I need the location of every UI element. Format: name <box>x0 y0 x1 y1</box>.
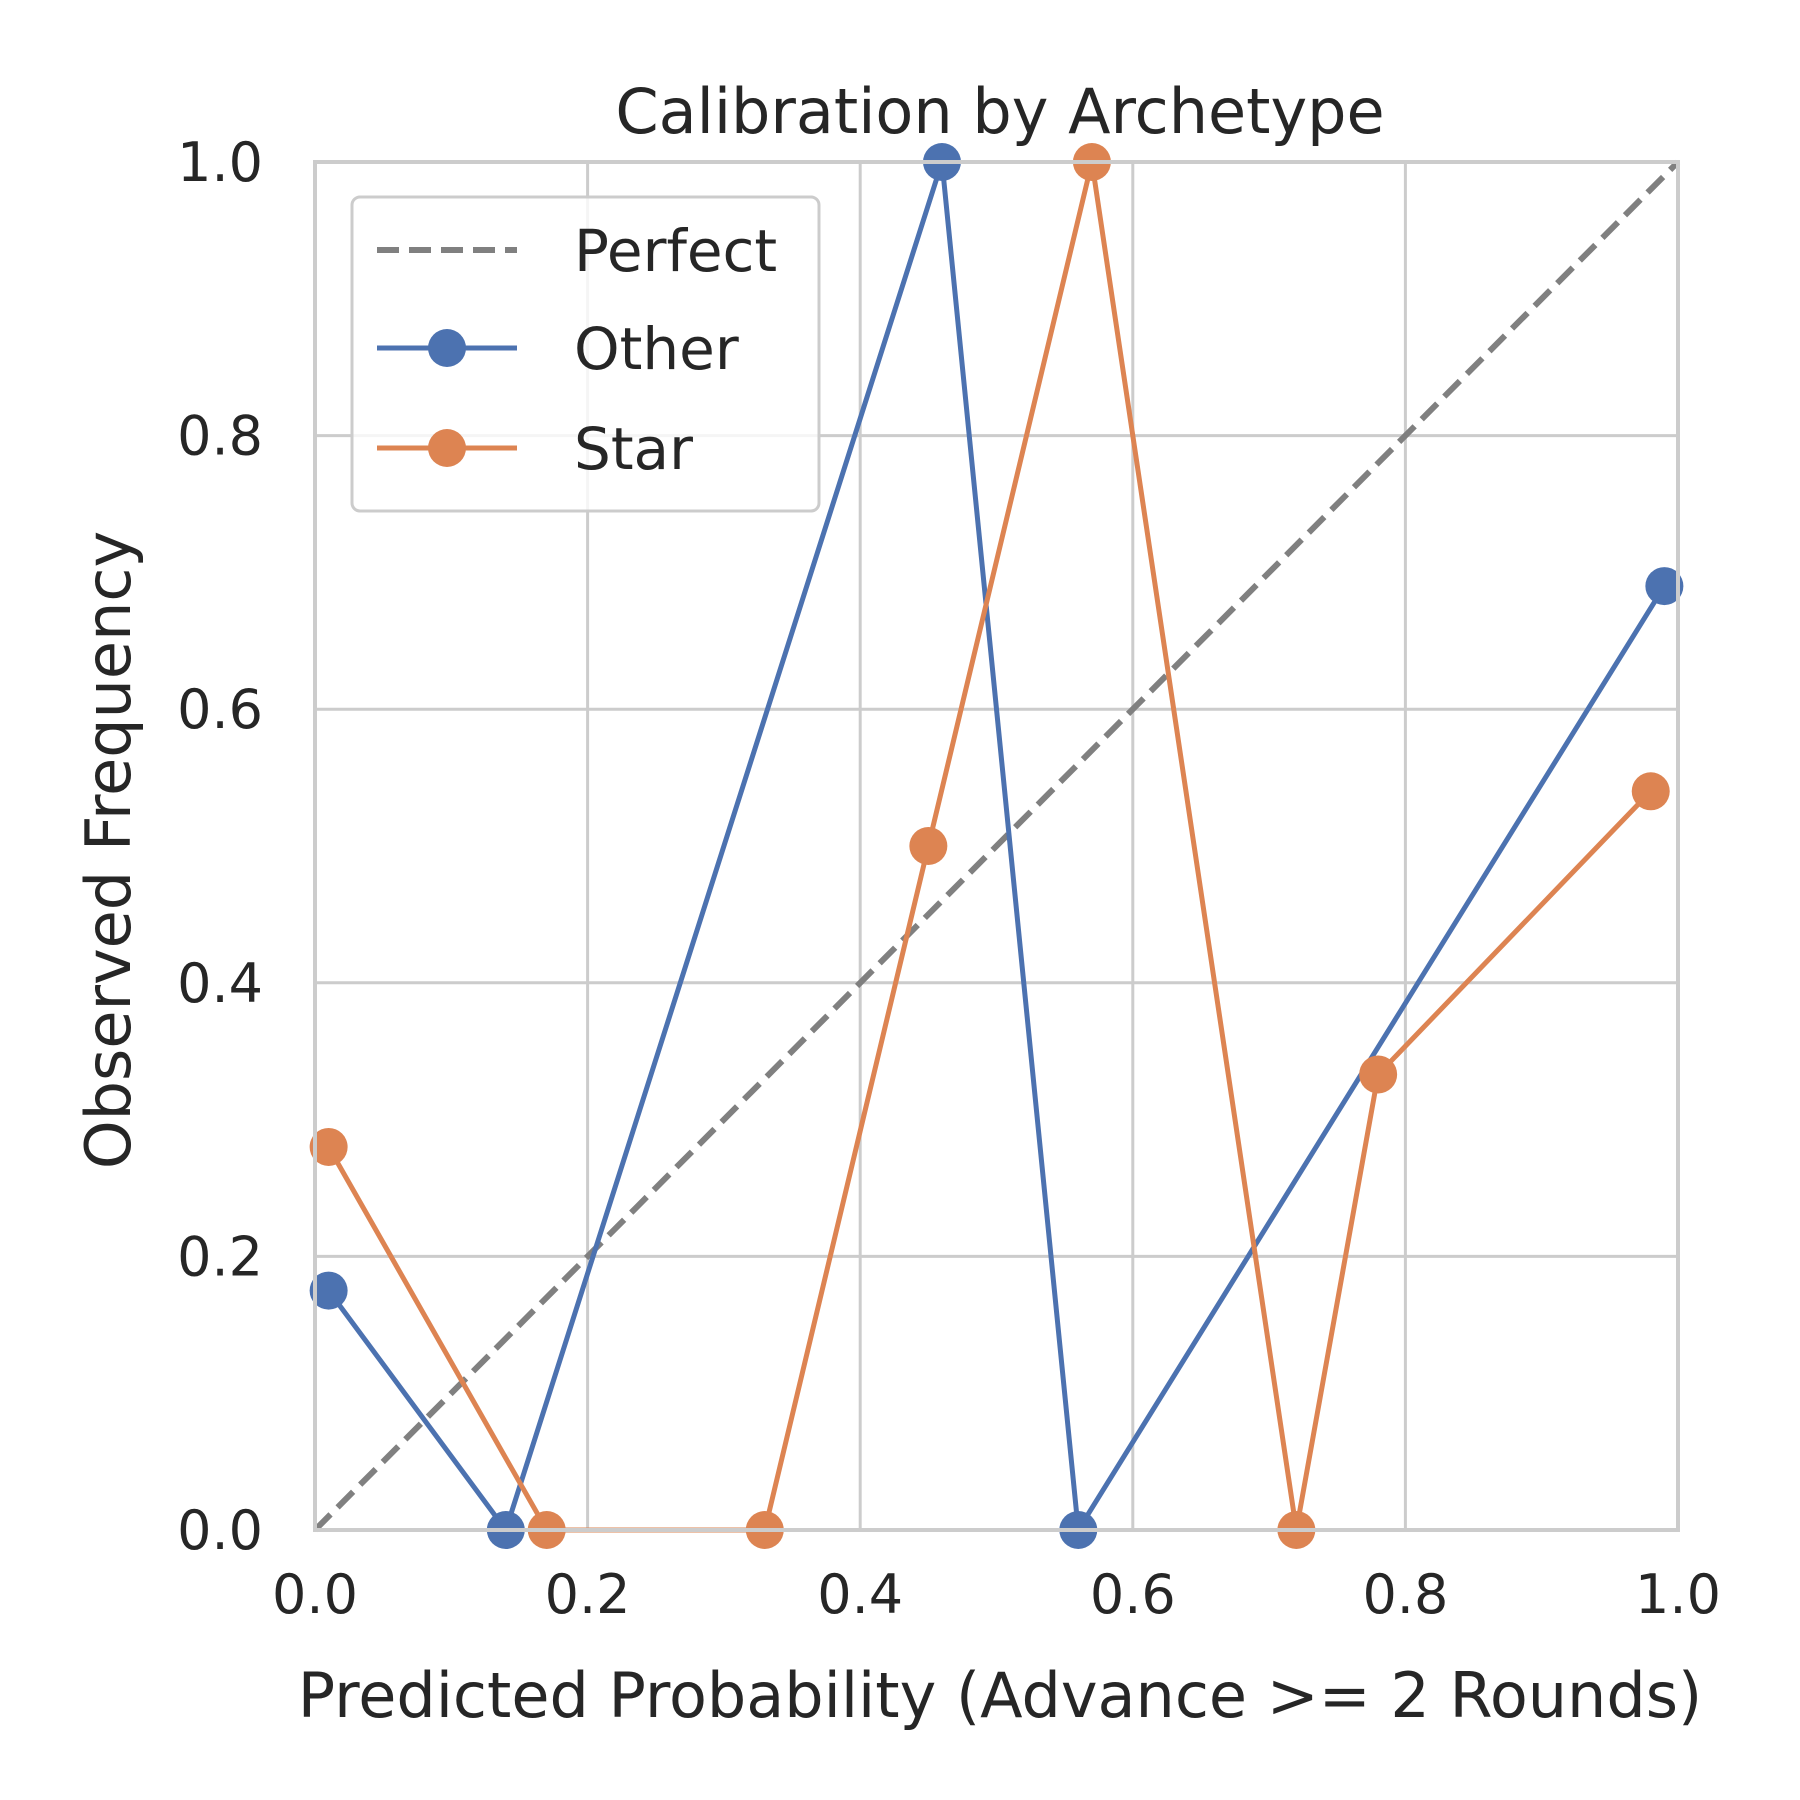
data-point-star <box>309 1127 348 1166</box>
data-point-other <box>1645 567 1684 606</box>
x-tick-label: 0.8 <box>1362 1563 1448 1626</box>
x-tick-label: 1.0 <box>1635 1563 1721 1626</box>
legend-label-perfect: Perfect <box>574 217 777 285</box>
data-point-star <box>1631 772 1670 811</box>
y-axis-label: Observed Frequency <box>72 531 145 1169</box>
x-tick-label: 0.2 <box>545 1563 631 1626</box>
y-tick-label: 0.8 <box>177 405 263 468</box>
chart-title: Calibration by Archetype <box>615 75 1384 148</box>
axes-frame-layer <box>313 160 1680 1532</box>
x-tick-label: 0.6 <box>1090 1563 1176 1626</box>
data-point-star <box>1359 1055 1398 1094</box>
y-tick-label: 0.4 <box>177 952 263 1015</box>
legend: Perfect Other Star <box>350 195 821 513</box>
reference-layer <box>312 159 1681 1533</box>
legend-other-marker <box>428 329 466 367</box>
y-tick-label: 0.0 <box>177 1499 263 1562</box>
legend-label-star: Star <box>574 415 693 483</box>
legend-label-other: Other <box>574 315 739 383</box>
tick-label-layer: 0.0 0.2 0.4 0.6 0.8 1.0 0.0 0.2 0.4 0.6 0.8 1.0 <box>177 131 1721 1626</box>
legend-star-marker <box>428 429 466 467</box>
data-point-star <box>909 827 948 865</box>
axes-frame <box>313 160 1680 1532</box>
reference-line-perfect <box>312 159 1681 1533</box>
x-axis-label: Predicted Probability (Advance >= 2 Roun… <box>298 1659 1702 1732</box>
legend-box <box>350 195 821 513</box>
y-tick-label: 1.0 <box>177 131 263 194</box>
y-tick-label: 0.2 <box>177 1225 263 1288</box>
x-tick-label: 0.0 <box>272 1563 358 1626</box>
data-point-other <box>309 1271 348 1310</box>
y-tick-label: 0.6 <box>177 678 263 741</box>
x-tick-label: 0.4 <box>817 1563 903 1626</box>
